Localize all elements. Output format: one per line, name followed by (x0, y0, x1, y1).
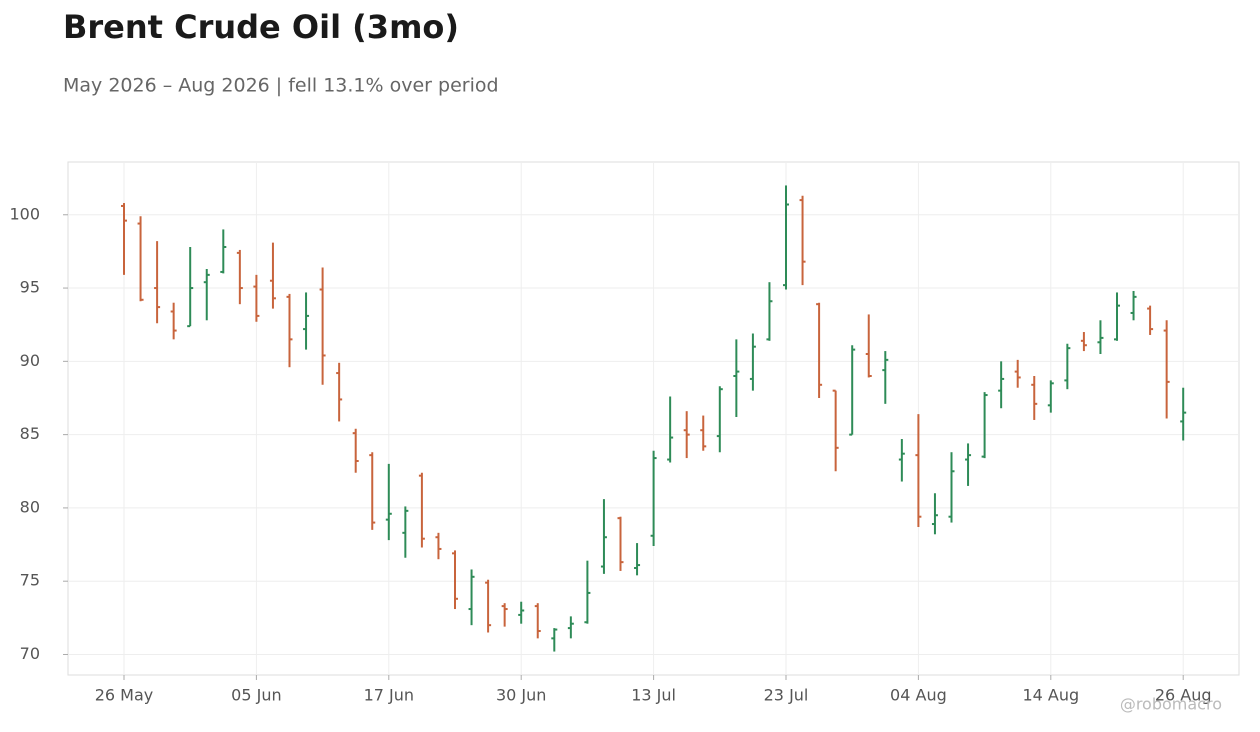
y-tick-label: 85 (20, 424, 40, 443)
y-tick-label: 70 (20, 644, 40, 663)
x-tick-label: 04 Aug (890, 686, 947, 705)
chart-subtitle: May 2026 – Aug 2026 | fell 13.1% over pe… (63, 75, 499, 97)
y-tick-label: 75 (20, 571, 40, 590)
credit: @robomacro (1120, 695, 1222, 714)
y-tick-label: 95 (20, 278, 40, 297)
x-tick-label: 05 Jun (231, 686, 281, 705)
y-tick-label: 90 (20, 351, 40, 370)
x-tick-label: 17 Jun (364, 686, 414, 705)
x-tick-label: 26 May (95, 686, 154, 705)
x-tick-label: 30 Jun (496, 686, 546, 705)
y-tick-label: 80 (20, 497, 40, 516)
x-tick-label: 23 Jul (764, 686, 809, 705)
x-tick-label: 26 Aug (1155, 686, 1212, 705)
chart-title: Brent Crude Oil (3mo) (63, 8, 459, 46)
x-tick-label: 13 Jul (631, 686, 676, 705)
y-tick-label: 100 (9, 204, 40, 223)
x-tick-label: 14 Aug (1022, 686, 1079, 705)
